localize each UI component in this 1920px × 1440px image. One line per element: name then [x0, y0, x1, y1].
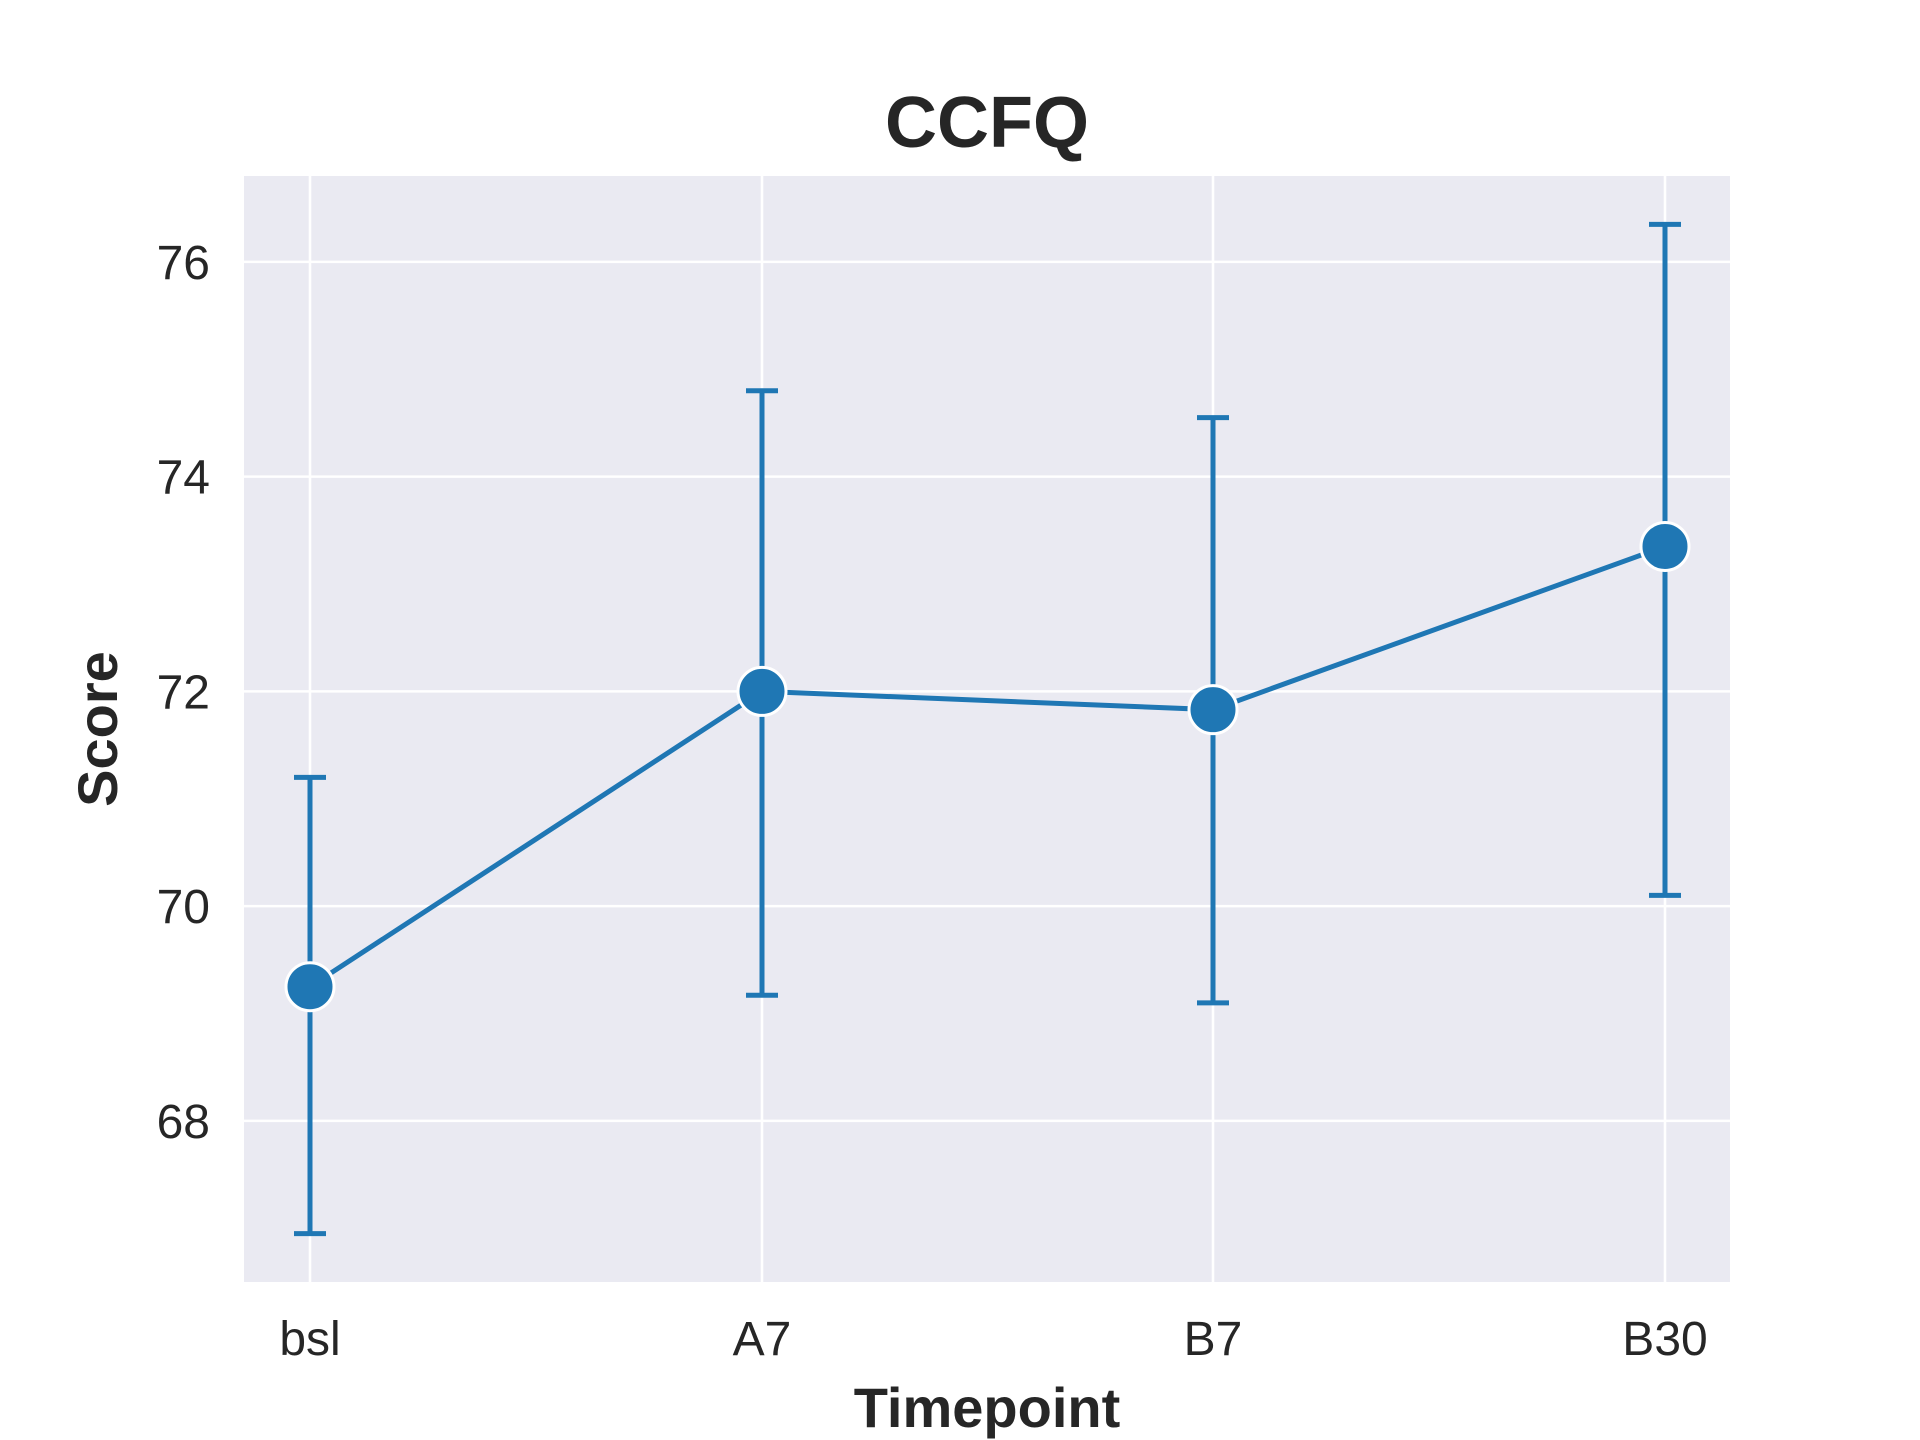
x-tick-label: B30 — [1622, 1313, 1707, 1366]
y-tick-label: 70 — [157, 881, 210, 934]
plot-background — [244, 176, 1730, 1282]
data-point — [284, 961, 336, 1013]
y-tick-label: 74 — [157, 452, 210, 505]
y-axis-label: Score — [66, 651, 129, 807]
y-tick-label: 76 — [157, 237, 210, 290]
y-tick-label: 72 — [157, 666, 210, 719]
data-point — [1639, 520, 1691, 572]
x-tick-labels: bsl A7 B7 B30 — [279, 1313, 1707, 1366]
x-axis-label: Timepoint — [854, 1376, 1121, 1439]
series-layer — [284, 221, 1691, 1237]
series-line — [308, 544, 1666, 989]
data-point — [1187, 684, 1239, 736]
x-tick-label: B7 — [1184, 1313, 1243, 1366]
y-tick-label: 68 — [157, 1096, 210, 1149]
data-point — [736, 665, 788, 717]
y-tick-labels: 68 70 72 74 76 — [157, 237, 210, 1149]
chart-title: CCFQ — [885, 83, 1089, 163]
x-tick-label: A7 — [733, 1313, 792, 1366]
x-tick-label: bsl — [279, 1313, 340, 1366]
